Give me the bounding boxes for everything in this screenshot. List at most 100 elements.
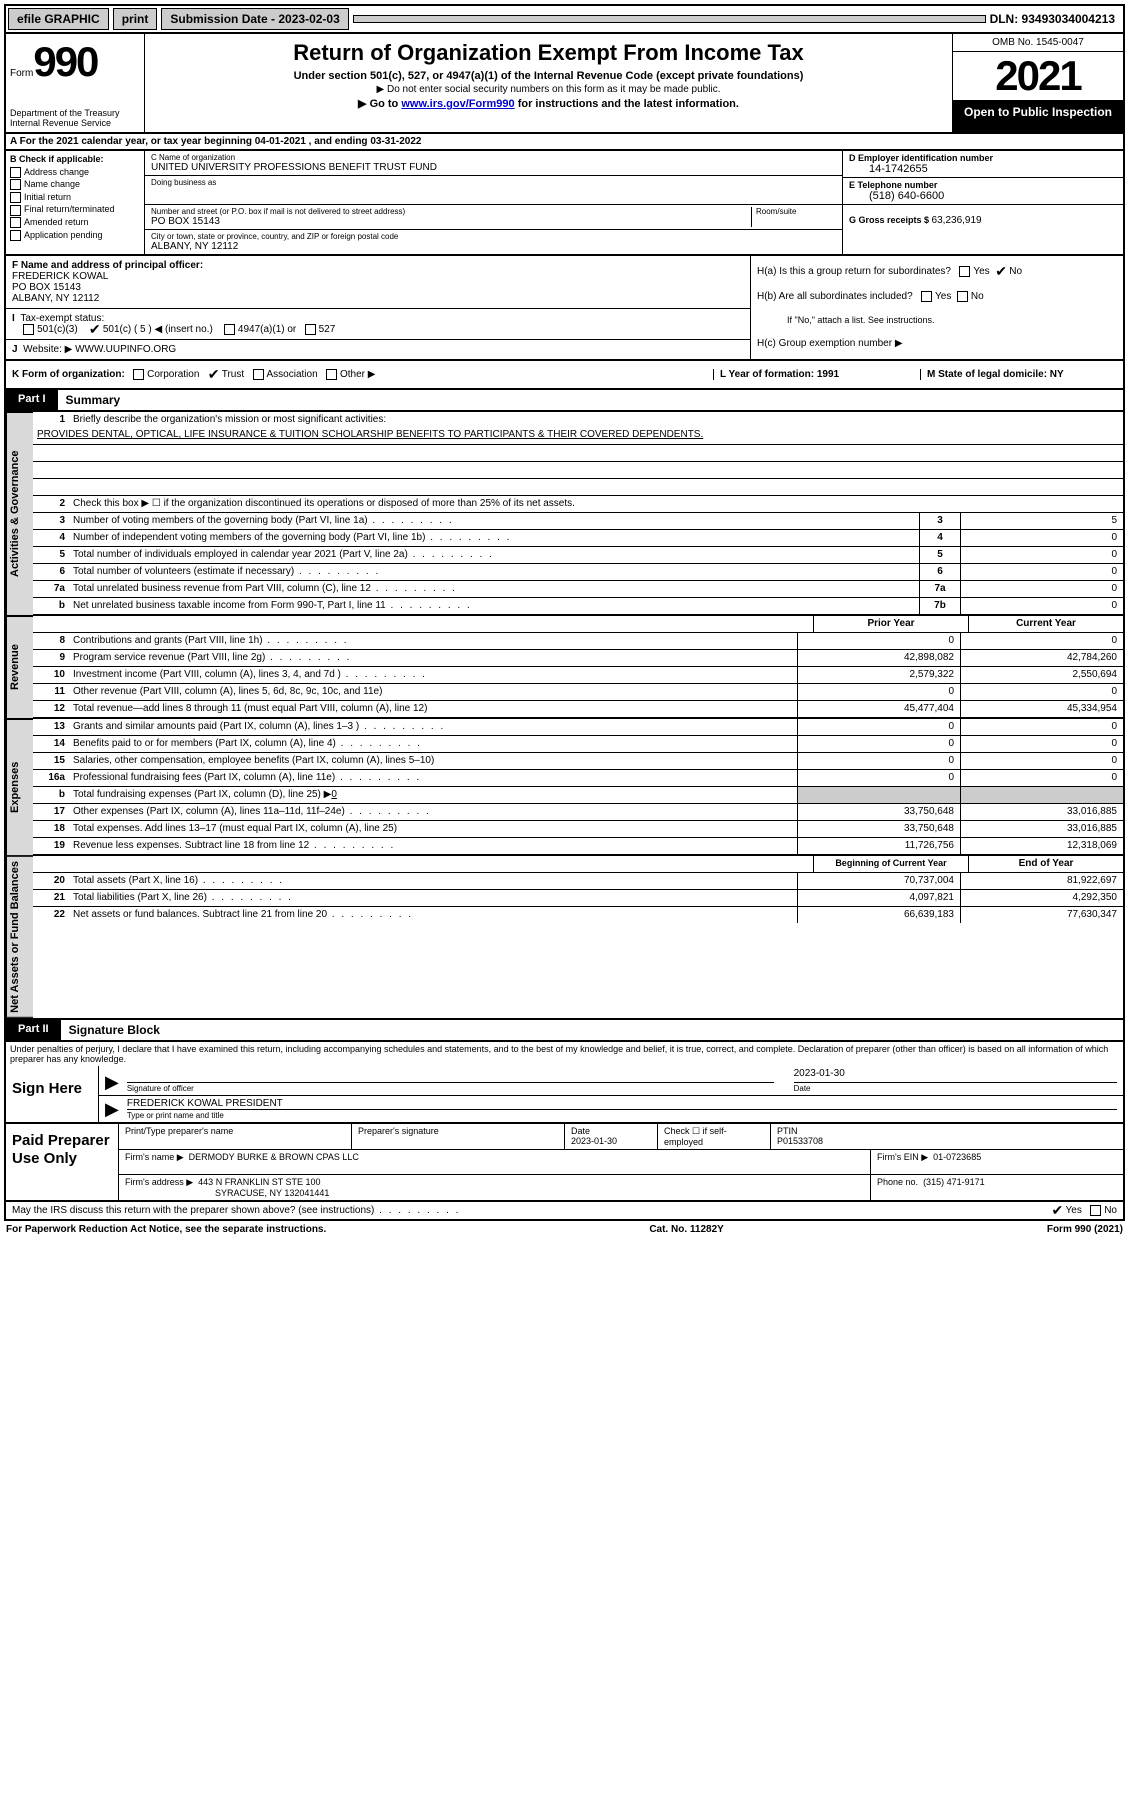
checkbox-amended-return[interactable] — [10, 217, 21, 228]
hdr-end: End of Year — [968, 856, 1123, 872]
ln8-num: 8 — [33, 633, 69, 649]
ln2-num: 2 — [33, 496, 69, 512]
ln11-prior: 0 — [797, 684, 960, 700]
ln17-prior: 33,750,648 — [797, 804, 960, 820]
ln16a-num: 16a — [33, 770, 69, 786]
m-state: M State of legal domicile: NY — [927, 369, 1064, 380]
section-b: B Check if applicable: Address change Na… — [6, 151, 145, 254]
room-label: Room/suite — [756, 207, 836, 216]
part2-tab: Part II — [6, 1020, 61, 1040]
checkbox-corp[interactable] — [133, 369, 144, 380]
ln22-num: 22 — [33, 907, 69, 923]
ln12-prior: 45,477,404 — [797, 701, 960, 717]
ln15-text: Salaries, other compensation, employee b… — [69, 753, 797, 769]
checkbox-discuss-yes[interactable] — [1052, 1205, 1063, 1216]
b-title: B Check if applicable: — [10, 153, 140, 166]
hdr-begin: Beginning of Current Year — [813, 856, 968, 872]
checkbox-hb-no[interactable] — [957, 291, 968, 302]
ln19-curr: 12,318,069 — [960, 838, 1123, 854]
ln3-num: 3 — [33, 513, 69, 529]
checkbox-final-return[interactable] — [10, 205, 21, 216]
ha-label: H(a) Is this a group return for subordin… — [757, 267, 951, 278]
ln3-text: Number of voting members of the governin… — [69, 513, 919, 529]
sig-declaration: Under penalties of perjury, I declare th… — [4, 1042, 1125, 1066]
dln: DLN: 93493034004213 — [990, 12, 1121, 26]
open-to-public: Open to Public Inspection — [953, 101, 1123, 132]
printed-name-label: Type or print name and title — [127, 1109, 1117, 1120]
ln4-box: 4 — [919, 530, 960, 546]
part1-tab: Part I — [6, 390, 58, 410]
checkbox-501c3[interactable] — [23, 324, 34, 335]
ln1-num: 1 — [33, 412, 69, 428]
checkbox-assoc[interactable] — [253, 369, 264, 380]
l-year: L Year of formation: 1991 — [720, 369, 839, 380]
tax-year: 2021 — [953, 52, 1123, 101]
irs-link[interactable]: www.irs.gov/Form990 — [401, 98, 514, 110]
hc-label: H(c) Group exemption number ▶ — [757, 338, 1117, 349]
ln22-prior: 66,639,183 — [797, 907, 960, 923]
b-item-pending: Application pending — [10, 229, 140, 242]
sig-date: 2023-01-30 — [794, 1068, 1117, 1082]
hb-label: H(b) Are all subordinates included? — [757, 291, 913, 302]
form-subtitle-3: ▶ Go to www.irs.gov/Form990 for instruct… — [153, 97, 944, 110]
checkbox-application-pending[interactable] — [10, 230, 21, 241]
city-label: City or town, state or province, country… — [151, 232, 836, 241]
ln5-val: 0 — [960, 547, 1123, 563]
ln11-num: 11 — [33, 684, 69, 700]
rev-section: Revenue Prior Year Current Year 8 Contri… — [4, 616, 1125, 719]
mission-prompt: Briefly describe the organization's miss… — [69, 412, 1123, 428]
checkbox-trust[interactable] — [208, 369, 219, 380]
ln20-prior: 70,737,004 — [797, 873, 960, 889]
checkbox-name-change[interactable] — [10, 179, 21, 190]
ln16a-curr: 0 — [960, 770, 1123, 786]
mission-blank-1 — [33, 445, 1123, 462]
phone-value: (518) 640-6600 — [849, 190, 1117, 202]
checkbox-527[interactable] — [305, 324, 316, 335]
ln4-num: 4 — [33, 530, 69, 546]
hb-note: If "No," attach a list. See instructions… — [757, 315, 1117, 325]
org-name: UNITED UNIVERSITY PROFESSIONS BENEFIT TR… — [151, 162, 836, 173]
checkbox-other[interactable] — [326, 369, 337, 380]
sig-date-label: Date — [794, 1082, 1117, 1093]
checkbox-hb-yes[interactable] — [921, 291, 932, 302]
ln19-text: Revenue less expenses. Subtract line 18 … — [69, 838, 797, 854]
checkbox-initial-return[interactable] — [10, 192, 21, 203]
header-right: OMB No. 1545-0047 2021 Open to Public In… — [952, 34, 1123, 132]
mission-blank-3 — [33, 479, 1123, 496]
ptin-value: P01533708 — [777, 1136, 1117, 1146]
ln6-box: 6 — [919, 564, 960, 580]
checkbox-4947[interactable] — [224, 324, 235, 335]
ln22-curr: 77,630,347 — [960, 907, 1123, 923]
discuss-row: May the IRS discuss this return with the… — [4, 1202, 1125, 1221]
print-button[interactable]: print — [113, 8, 158, 30]
submission-date: Submission Date - 2023-02-03 — [161, 8, 348, 30]
ln15-curr: 0 — [960, 753, 1123, 769]
section-c: C Name of organization UNITED UNIVERSITY… — [145, 151, 842, 254]
ln13-curr: 0 — [960, 719, 1123, 735]
checkbox-ha-yes[interactable] — [959, 266, 970, 277]
top-bar: efile GRAPHIC print Submission Date - 20… — [4, 4, 1125, 34]
ln6-num: 6 — [33, 564, 69, 580]
section-i: I Tax-exempt status: 501(c)(3) 501(c) ( … — [6, 309, 750, 340]
row-k: K Form of organization: Corporation Trus… — [4, 361, 1125, 390]
sign-arrow-2: ▶ — [105, 1099, 119, 1120]
checkbox-discuss-no[interactable] — [1090, 1205, 1101, 1216]
firm-ein: 01-0723685 — [933, 1152, 981, 1162]
prep-name-label: Print/Type preparer's name — [119, 1124, 352, 1149]
checkbox-address-change[interactable] — [10, 167, 21, 178]
form-subtitle-1: Under section 501(c), 527, or 4947(a)(1)… — [153, 70, 944, 82]
sub3-pre: ▶ Go to — [358, 98, 401, 110]
form-subtitle-2: ▶ Do not enter social security numbers o… — [153, 84, 944, 95]
phone-label: E Telephone number — [849, 180, 1117, 190]
section-h: H(a) Is this a group return for subordin… — [751, 256, 1123, 359]
checkbox-501c[interactable] — [89, 324, 100, 335]
ln17-curr: 33,016,885 — [960, 804, 1123, 820]
firm-name: DERMODY BURKE & BROWN CPAS LLC — [189, 1152, 359, 1162]
firm-ein-label: Firm's EIN ▶ — [877, 1152, 928, 1162]
checkbox-ha-no[interactable] — [995, 266, 1006, 277]
firm-name-label: Firm's name ▶ — [125, 1152, 184, 1162]
ln8-prior: 0 — [797, 633, 960, 649]
section-j: J Website: ▶ WWW.UUPINFO.ORG — [6, 340, 750, 359]
discuss-text: May the IRS discuss this return with the… — [12, 1205, 957, 1216]
side-gov: Activities & Governance — [6, 412, 33, 616]
